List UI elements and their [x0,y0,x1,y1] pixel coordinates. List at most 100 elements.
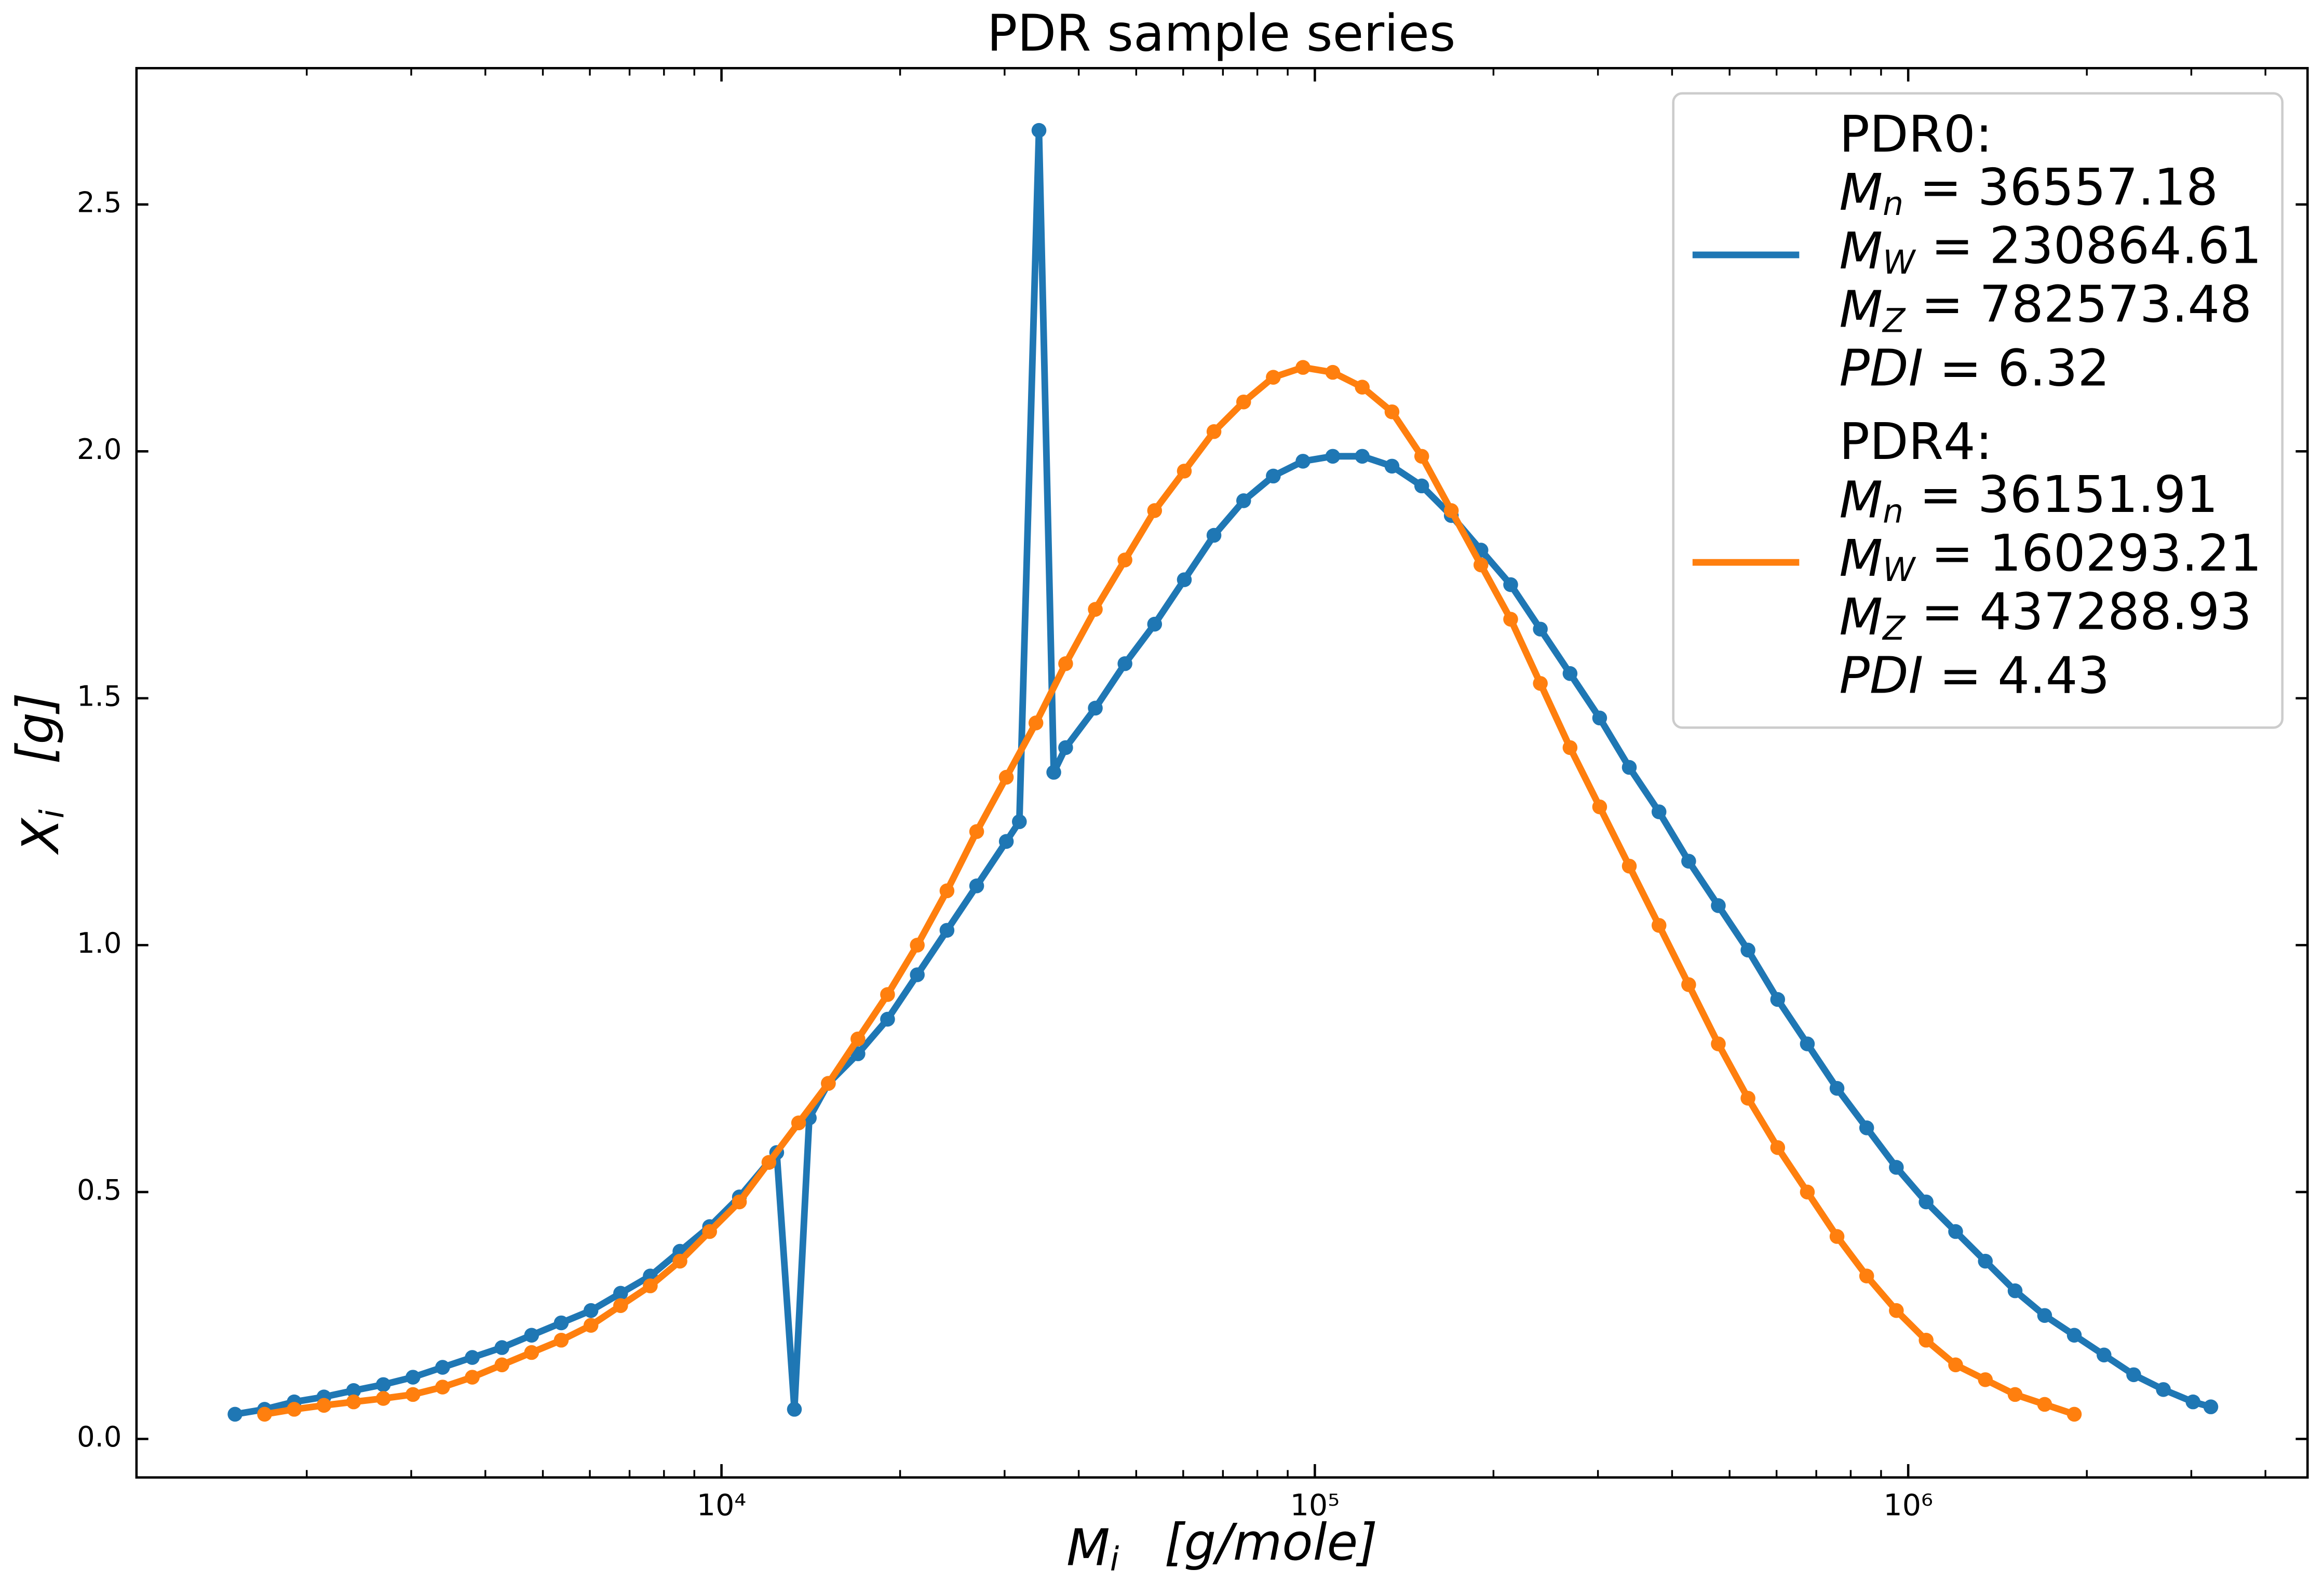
y-tick-label: 2.0 [77,433,121,466]
data-point [1562,740,1578,755]
data-point [1711,898,1726,913]
data-point [939,883,955,899]
data-point [1829,1080,1845,1096]
data-point [998,769,1014,785]
data-point [1592,710,1607,726]
data-point [1859,1120,1874,1135]
data-point [435,1360,450,1375]
stat-value: = 160293.21 [1915,524,2262,583]
x-tick-label: 10⁵ [1290,1488,1340,1522]
data-point [1028,715,1044,731]
data-point [1622,858,1637,874]
data-point [1800,1184,1815,1200]
legend-stat: MZ = 782573.48 [1839,275,2252,340]
legend-box [1672,92,2284,729]
data-point [1503,612,1518,627]
data-point [2037,1308,2052,1323]
data-point [1948,1357,1963,1373]
data-point [257,1406,272,1422]
data-point [1384,458,1400,474]
data-point [1031,123,1047,138]
data-point [1325,364,1341,380]
chart-title: PDR sample series [987,4,1455,63]
data-point [1503,577,1518,592]
data-point [1770,992,1786,1007]
stat-value: = 230864.61 [1915,217,2262,275]
data-point [643,1278,658,1293]
data-point [1266,370,1281,385]
data-point [1266,468,1281,484]
data-point [1355,449,1370,464]
data-point [672,1253,687,1269]
data-point [1681,977,1696,992]
data-point [1414,478,1429,494]
data-point [1533,676,1548,691]
data-point [1562,666,1578,681]
data-point [1889,1160,1904,1175]
data-point [1918,1332,1934,1348]
x-tick-label: 10⁶ [1883,1488,1933,1522]
data-point [910,938,925,953]
stat-symbol: M [1839,164,1883,222]
stat-subscript: Z [1882,302,1906,340]
data-point [1651,918,1667,933]
data-point [1177,572,1192,587]
legend-stat: MW = 160293.21 [1839,524,2262,589]
data-point [1384,404,1400,420]
data-point [1889,1303,1904,1318]
stat-value: = 36151.91 [1903,466,2218,524]
data-point [2007,1283,2023,1299]
data-point [2156,1382,2171,1397]
label-symbol: M [1066,1519,1110,1577]
legend-stat: MW = 230864.61 [1839,217,2262,281]
data-point [1622,760,1637,775]
data-point [2066,1328,2082,1343]
data-point [375,1391,391,1406]
stat-value: = 437288.93 [1905,583,2252,641]
data-point [791,1115,806,1131]
stat-subscript: n [1883,184,1903,223]
data-point [969,824,984,839]
y-tick-label: 0.5 [77,1174,121,1207]
data-point [553,1332,569,1348]
legend-stat: Mn = 36151.91 [1839,466,2218,531]
data-point [1147,503,1163,518]
data-point [613,1286,628,1301]
data-point [613,1298,628,1313]
data-point [732,1194,747,1210]
data-point [1236,493,1251,508]
data-point [850,1031,866,1047]
data-point [1206,528,1222,543]
label-subscript: i [1110,1539,1119,1578]
data-point [287,1402,302,1417]
data-point [1681,854,1696,869]
legend-label: PDR4: [1839,412,1992,471]
data-point [2097,1347,2112,1363]
data-point [1978,1253,1993,1269]
data-point [1147,616,1163,632]
legend-stat: PDI = 4.43 [1839,646,2110,705]
data-point [1651,804,1667,819]
stat-symbol: M [1839,280,1883,339]
data-point [939,923,955,938]
data-point [1295,454,1310,469]
stat-value: = 782573.48 [1905,275,2252,334]
data-point [998,834,1014,849]
data-point [1948,1224,1963,1239]
x-axis-label: Mi [g/mole] [1066,1513,1377,1578]
data-point [346,1394,361,1410]
label-unit: [g] [6,693,65,764]
data-point [2185,1394,2201,1410]
stat-subscript: n [1883,492,1903,530]
data-point [880,1011,895,1027]
data-point [1012,814,1027,829]
data-point [1800,1036,1815,1051]
y-tick-label: 1.0 [77,927,121,959]
data-point [1088,700,1103,716]
data-point [2126,1367,2141,1383]
data-point [1918,1194,1934,1210]
data-point [821,1076,836,1091]
data-point [1859,1268,1874,1283]
data-point [1177,464,1192,479]
